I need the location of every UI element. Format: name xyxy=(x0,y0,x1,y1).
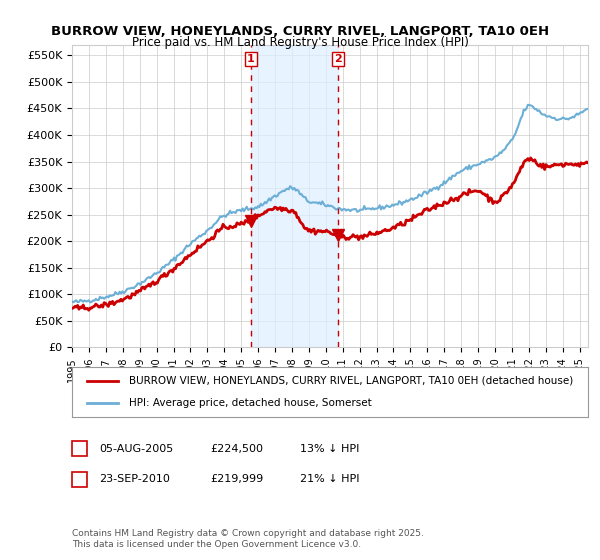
Text: 1: 1 xyxy=(76,444,83,454)
Text: 2: 2 xyxy=(76,474,83,484)
Text: 21% ↓ HPI: 21% ↓ HPI xyxy=(300,474,359,484)
Text: Price paid vs. HM Land Registry's House Price Index (HPI): Price paid vs. HM Land Registry's House … xyxy=(131,36,469,49)
Text: £224,500: £224,500 xyxy=(210,444,263,454)
Text: 05-AUG-2005: 05-AUG-2005 xyxy=(99,444,173,454)
Text: 23-SEP-2010: 23-SEP-2010 xyxy=(99,474,170,484)
Text: HPI: Average price, detached house, Somerset: HPI: Average price, detached house, Some… xyxy=(129,398,371,408)
Text: BURROW VIEW, HONEYLANDS, CURRY RIVEL, LANGPORT, TA10 0EH: BURROW VIEW, HONEYLANDS, CURRY RIVEL, LA… xyxy=(51,25,549,38)
Text: BURROW VIEW, HONEYLANDS, CURRY RIVEL, LANGPORT, TA10 0EH (detached house): BURROW VIEW, HONEYLANDS, CURRY RIVEL, LA… xyxy=(129,376,573,386)
Text: £219,999: £219,999 xyxy=(210,474,263,484)
Text: Contains HM Land Registry data © Crown copyright and database right 2025.
This d: Contains HM Land Registry data © Crown c… xyxy=(72,529,424,549)
Text: 13% ↓ HPI: 13% ↓ HPI xyxy=(300,444,359,454)
Text: 1: 1 xyxy=(247,54,255,64)
Bar xyxy=(251,45,338,347)
Text: 2: 2 xyxy=(334,54,342,64)
